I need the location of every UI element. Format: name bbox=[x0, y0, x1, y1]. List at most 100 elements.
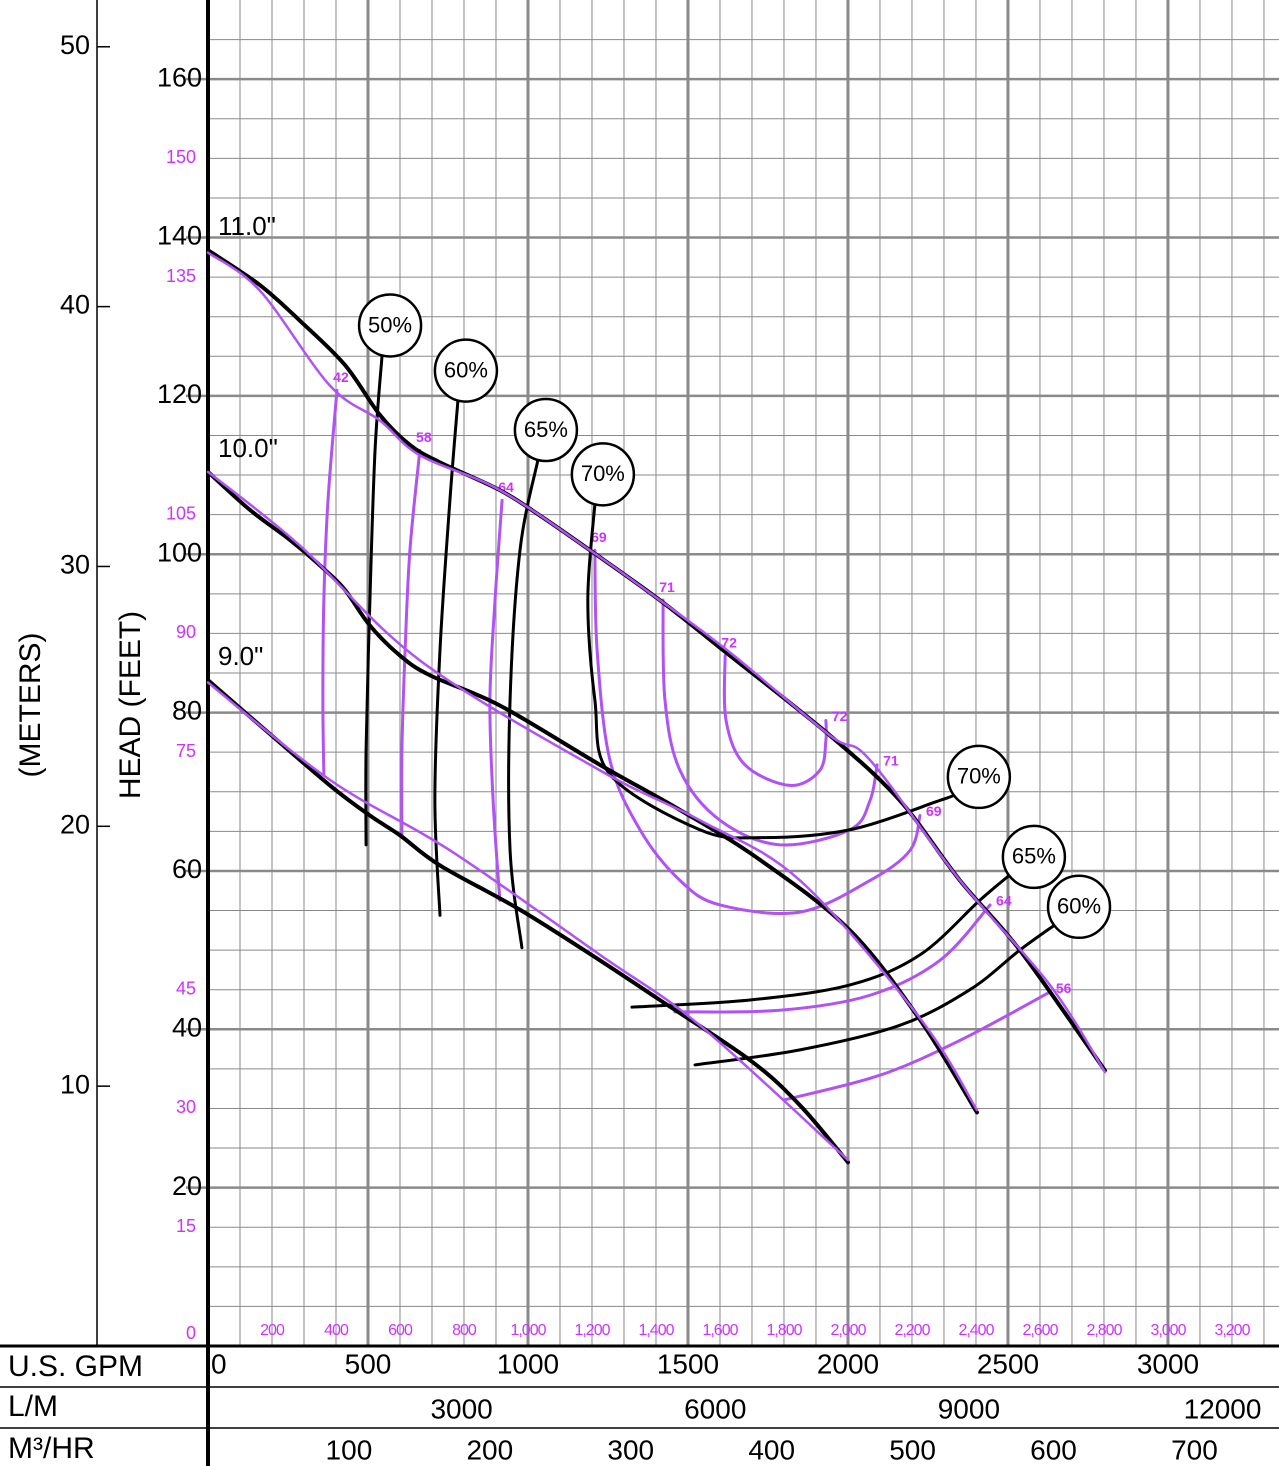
efficiency-label: 70% bbox=[957, 764, 1001, 789]
impeller-overlay-curve bbox=[206, 251, 1107, 1074]
alt-x-tick-label: 800 bbox=[452, 1322, 477, 1339]
x-tick-label: 2500 bbox=[977, 1348, 1039, 1379]
efficiency-contour bbox=[673, 903, 992, 1014]
efficiency-line bbox=[433, 399, 460, 917]
x3-axis-label: M³/HR bbox=[8, 1432, 95, 1465]
x-tick-label: 2000 bbox=[817, 1348, 879, 1379]
alt-x-tick-label: 600 bbox=[388, 1322, 413, 1339]
y-axis-label: HEAD (FEET) bbox=[114, 611, 147, 799]
efficiency-label-circle bbox=[570, 442, 636, 507]
efficiency-label: 65% bbox=[1012, 844, 1056, 869]
alt-x-tick-label: 2,200 bbox=[894, 1322, 930, 1339]
impeller-label: 11.0" bbox=[218, 211, 276, 241]
alt-x-tick-label: 2,800 bbox=[1086, 1322, 1122, 1339]
x2-tick-label: 3000 bbox=[430, 1393, 492, 1424]
contour-label: 69 bbox=[926, 803, 942, 819]
contour-label: 42 bbox=[333, 369, 349, 385]
y2-tick-label: 20 bbox=[60, 809, 90, 839]
efficiency-label: 60% bbox=[444, 357, 488, 382]
x3-tick-label: 600 bbox=[1030, 1434, 1077, 1465]
alt-x-tick-label: 2,400 bbox=[958, 1322, 994, 1339]
alt-y-tick-label: 135 bbox=[166, 266, 196, 286]
efficiency-label: 60% bbox=[1057, 894, 1101, 919]
alt-y-tick-label: 0 bbox=[186, 1323, 196, 1343]
efficiency-line bbox=[630, 873, 1012, 1009]
alt-y-tick-label: 15 bbox=[176, 1216, 196, 1236]
contour-label: 71 bbox=[659, 579, 675, 595]
y-tick-label: 140 bbox=[157, 221, 202, 251]
x3-tick-label: 700 bbox=[1171, 1434, 1218, 1465]
x2-tick-label: 9000 bbox=[938, 1393, 1000, 1424]
x3-tick-label: 500 bbox=[889, 1434, 936, 1465]
y-tick-label: 40 bbox=[172, 1012, 202, 1042]
efficiency-label-circle bbox=[1046, 874, 1112, 940]
alt-x-tick-label: 1,800 bbox=[766, 1322, 802, 1339]
y-tick-label: 60 bbox=[172, 854, 202, 884]
alt-x-tick-label: 1,600 bbox=[702, 1322, 738, 1339]
y2-tick-label: 40 bbox=[60, 290, 90, 320]
alt-y-tick-label: 90 bbox=[176, 622, 196, 642]
efficiency-label-circle bbox=[433, 338, 499, 403]
alt-x-tick-label: 1,200 bbox=[574, 1322, 610, 1339]
impeller-label: 9.0" bbox=[218, 641, 263, 671]
x3-tick-label: 400 bbox=[748, 1434, 795, 1465]
efficiency-label-circle bbox=[946, 744, 1012, 810]
y2-tick-label: 10 bbox=[60, 1069, 90, 1099]
efficiency-contour bbox=[722, 654, 828, 787]
contour-label: 71 bbox=[883, 753, 899, 769]
impeller-overlay-curve bbox=[206, 681, 850, 1162]
contour-label: 58 bbox=[416, 429, 432, 445]
contour-label: 69 bbox=[591, 529, 607, 545]
x-tick-label: 1000 bbox=[497, 1348, 559, 1379]
x-axis-label: U.S. GPM bbox=[8, 1350, 143, 1383]
alt-x-tick-label: 2,600 bbox=[1022, 1322, 1058, 1339]
y-tick-label: 80 bbox=[172, 696, 202, 726]
impeller-curve bbox=[206, 678, 850, 1165]
alt-y-tick-label: 75 bbox=[176, 741, 196, 761]
y2-axis-label: (METERS) bbox=[14, 633, 47, 778]
x-tick-label: 1500 bbox=[657, 1348, 719, 1379]
efficiency-label: 65% bbox=[524, 417, 568, 442]
alt-x-tick-label: 3,200 bbox=[1214, 1322, 1250, 1339]
x3-tick-label: 300 bbox=[607, 1434, 654, 1465]
efficiency-label-circle bbox=[513, 397, 579, 463]
y-tick-label: 160 bbox=[157, 62, 202, 92]
x2-tick-label: 6000 bbox=[684, 1393, 746, 1424]
y-tick-label: 20 bbox=[172, 1171, 202, 1201]
contour-label: 64 bbox=[996, 893, 1012, 909]
efficiency-label-circle bbox=[1001, 824, 1067, 890]
efficiency-contour bbox=[661, 598, 879, 847]
x2-axis-label: L/M bbox=[8, 1390, 58, 1423]
efficiency-label: 50% bbox=[368, 312, 412, 337]
efficiency-line bbox=[586, 502, 957, 840]
x3-tick-label: 100 bbox=[326, 1434, 373, 1465]
efficiency-contour bbox=[400, 449, 422, 837]
contour-label: 56 bbox=[1056, 980, 1072, 996]
efficiency-contour bbox=[783, 990, 1052, 1102]
x-tick-label: 0 bbox=[211, 1348, 227, 1379]
alt-x-tick-label: 1,400 bbox=[638, 1322, 674, 1339]
alt-y-tick-label: 105 bbox=[166, 503, 196, 523]
contour-label: 72 bbox=[832, 708, 848, 724]
x-tick-label: 500 bbox=[345, 1348, 392, 1379]
x2-tick-label: 12000 bbox=[1184, 1393, 1262, 1424]
efficiency-line bbox=[507, 458, 540, 950]
alt-x-tick-label: 400 bbox=[324, 1322, 349, 1339]
efficiency-label: 70% bbox=[581, 461, 625, 486]
y2-tick-label: 50 bbox=[60, 30, 90, 60]
alt-y-tick-label: 45 bbox=[176, 978, 196, 998]
alt-x-tick-label: 3,000 bbox=[1150, 1322, 1186, 1339]
impeller-overlay-curve bbox=[206, 470, 979, 1112]
efficiency-contour bbox=[321, 388, 339, 776]
contour-label: 72 bbox=[721, 634, 737, 650]
alt-x-tick-label: 200 bbox=[260, 1322, 285, 1339]
x-tick-label: 3000 bbox=[1137, 1348, 1199, 1379]
impeller-label: 10.0" bbox=[218, 433, 278, 463]
y-tick-label: 120 bbox=[157, 379, 202, 409]
efficiency-line bbox=[364, 354, 384, 847]
x3-tick-label: 200 bbox=[466, 1434, 513, 1465]
alt-y-tick-label: 30 bbox=[176, 1097, 196, 1117]
alt-y-tick-label: 150 bbox=[166, 147, 196, 167]
y-tick-label: 100 bbox=[157, 537, 202, 567]
